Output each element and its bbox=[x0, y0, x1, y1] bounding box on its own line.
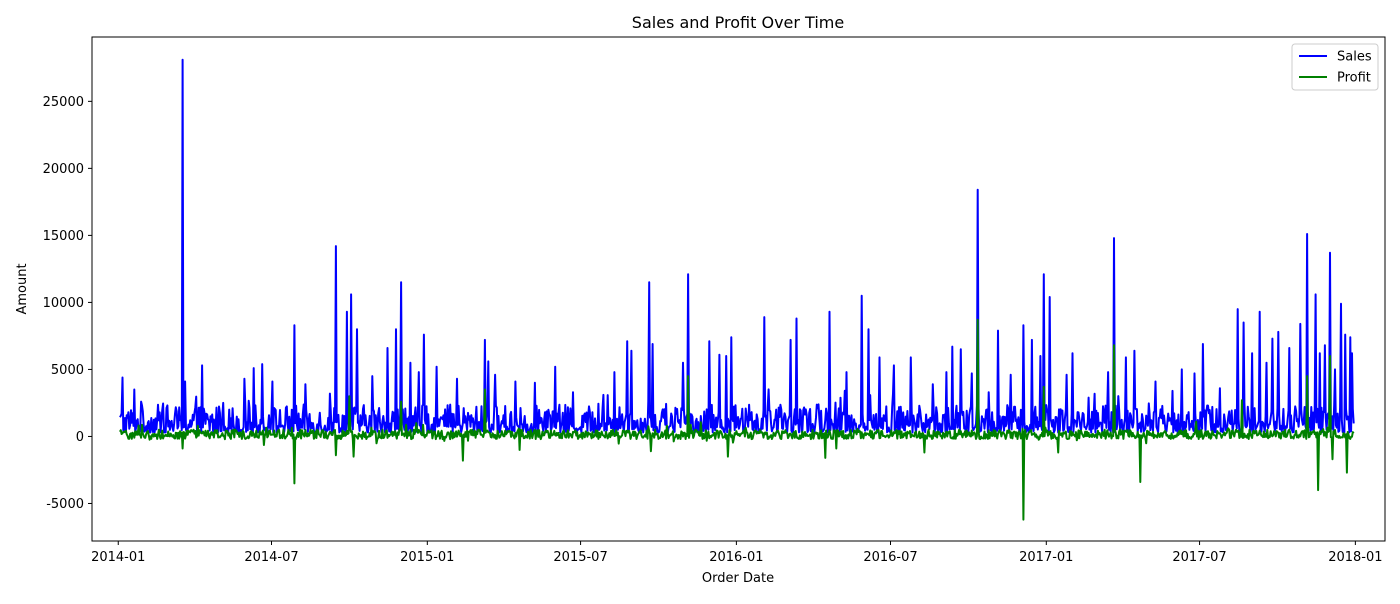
x-tick-label: 2016-07 bbox=[863, 550, 917, 565]
y-tick-label: 25000 bbox=[43, 95, 84, 110]
series-line-profit bbox=[119, 318, 1355, 521]
y-tick-label: 0 bbox=[76, 430, 84, 445]
legend-label-profit: Profit bbox=[1337, 71, 1371, 86]
x-axis: 2014-01 2014-07 2015-01 2015-07 2016-01 2016-… bbox=[91, 541, 1383, 565]
y-axis-label: Amount bbox=[15, 263, 30, 314]
plot-area bbox=[119, 58, 1355, 521]
legend: Sales Profit bbox=[1291, 43, 1379, 91]
x-tick-label: 2018-01 bbox=[1328, 550, 1382, 565]
x-axis-label: Order Date bbox=[702, 571, 774, 586]
y-tick-label: 15000 bbox=[43, 229, 84, 244]
x-tick-label: 2014-01 bbox=[91, 550, 145, 565]
y-tick-label: 5000 bbox=[51, 363, 84, 378]
x-tick-label: 2015-01 bbox=[400, 550, 454, 565]
x-tick-label: 2017-01 bbox=[1019, 550, 1073, 565]
y-axis: -5000 0 5000 10000 15000 20000 25000 bbox=[43, 95, 92, 512]
series-line-sales bbox=[119, 58, 1355, 434]
y-tick-label: 10000 bbox=[43, 296, 84, 311]
legend-label-sales: Sales bbox=[1337, 50, 1372, 65]
x-tick-label: 2017-07 bbox=[1172, 550, 1226, 565]
y-tick-label: 20000 bbox=[43, 162, 84, 177]
chart-title: Sales and Profit Over Time bbox=[632, 13, 844, 32]
plot-frame bbox=[91, 36, 1386, 542]
y-tick-label: -5000 bbox=[46, 497, 84, 512]
x-tick-label: 2016-01 bbox=[709, 550, 763, 565]
x-tick-label: 2015-07 bbox=[553, 550, 607, 565]
x-tick-label: 2014-07 bbox=[244, 550, 298, 565]
